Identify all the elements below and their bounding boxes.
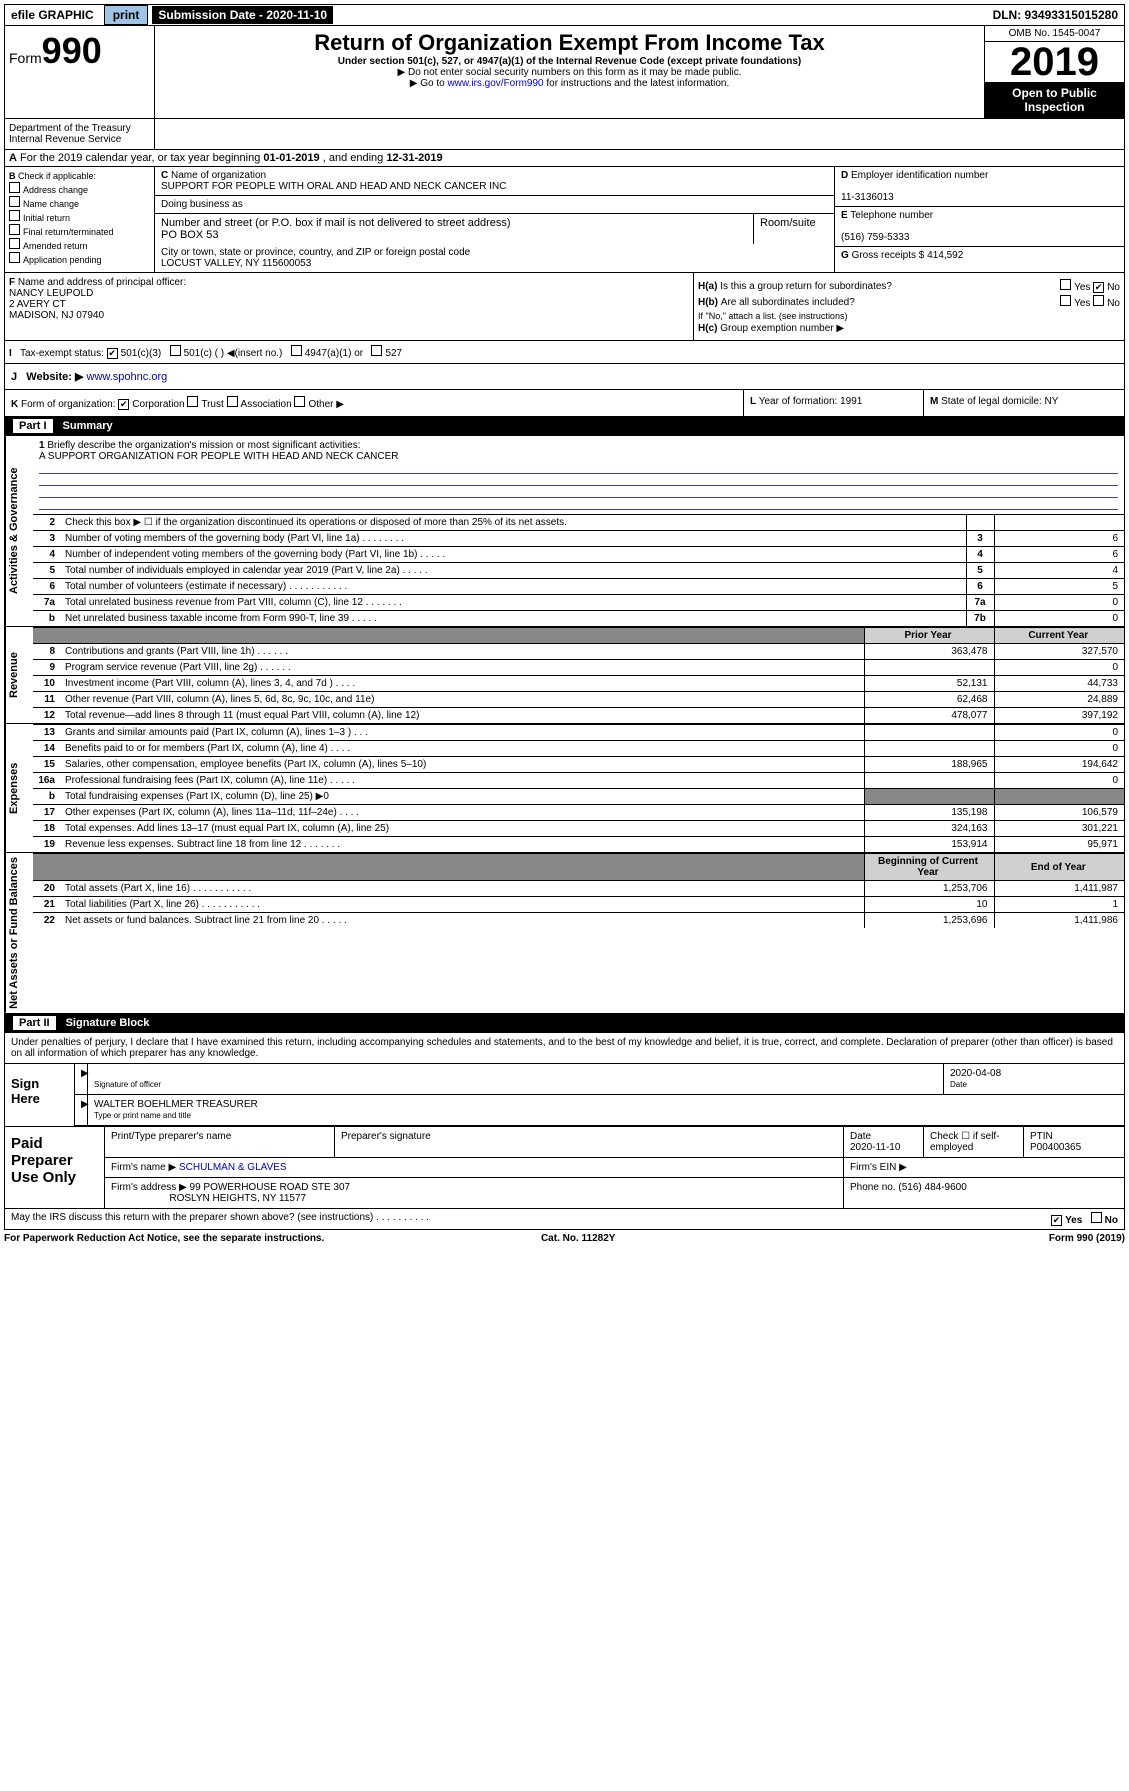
section-klm: K Form of organization: ✔Corporation Tru… (4, 390, 1125, 417)
sign-here-label: Sign Here (5, 1064, 75, 1126)
prep-ptin: PTINP00400365 (1024, 1127, 1124, 1157)
paid-preparer-block: Paid Preparer Use Only Print/Type prepar… (4, 1127, 1125, 1209)
prep-selfemp: Check ☐ if self-employed (924, 1127, 1024, 1157)
title-block: Return of Organization Exempt From Incom… (155, 26, 984, 118)
website-row: J Website: ▶ www.spohnc.org (4, 364, 1125, 390)
principal-officer: F Name and address of principal officer:… (5, 273, 694, 340)
paid-label: Paid Preparer Use Only (5, 1127, 105, 1208)
section-h: H(a) Is this a group return for subordin… (694, 273, 1124, 340)
mission: 1 Briefly describe the organization's mi… (33, 436, 1124, 514)
chk-amended[interactable]: Amended return (9, 238, 150, 251)
tax-year: 2019 (985, 42, 1124, 82)
efile-label: efile GRAPHIC (5, 6, 100, 24)
dba: Doing business as (155, 196, 834, 214)
form-header: Form990 Return of Organization Exempt Fr… (4, 26, 1125, 119)
governance-label: Activities & Governance (5, 436, 33, 626)
perjury-text: Under penalties of perjury, I declare th… (5, 1033, 1124, 1064)
bottom-row: For Paperwork Reduction Act Notice, see … (4, 1230, 1125, 1247)
governance-block: Activities & Governance 1 Briefly descri… (4, 436, 1125, 627)
sig-officer: Signature of officer (88, 1064, 944, 1094)
city-row: City or town, state or province, country… (155, 244, 834, 272)
section-fh: F Name and address of principal officer:… (4, 273, 1125, 341)
expenses-label: Expenses (5, 724, 33, 852)
col-c: C Name of organizationSUPPORT FOR PEOPLE… (155, 167, 834, 272)
expenses-block: Expenses 13Grants and similar amounts pa… (4, 724, 1125, 853)
year-formation: L Year of formation: 1991 (744, 390, 924, 416)
irs-link[interactable]: www.irs.gov/Form990 (447, 78, 543, 89)
subtitle-3: ▶ Go to www.irs.gov/Form990 for instruct… (159, 78, 980, 89)
firm-ein: Firm's EIN ▶ (844, 1158, 1124, 1177)
netassets-label: Net Assets or Fund Balances (5, 853, 33, 1013)
tax-status: I Tax-exempt status: ✔501(c)(3) 501(c) (… (4, 341, 1125, 364)
chk-initial[interactable]: Initial return (9, 210, 150, 223)
part-ii-header: Part II Signature Block (4, 1014, 1125, 1033)
print-button[interactable]: print (104, 5, 149, 25)
form-number-block: Form990 (5, 26, 155, 118)
governance-table: 2Check this box ▶ ☐ if the organization … (33, 514, 1124, 626)
firm-name: Firm's name ▶ SCHULMAN & GLAVES (105, 1158, 844, 1177)
subtitle-2: ▶ Do not enter social security numbers o… (159, 67, 980, 78)
dln: DLN: 93493315015280 (987, 6, 1124, 24)
col-b: B Check if applicable: Address change Na… (5, 167, 155, 272)
form-title: Return of Organization Exempt From Incom… (159, 30, 980, 56)
revenue-block: Revenue Prior YearCurrent Year8Contribut… (4, 627, 1125, 724)
col-deg: D Employer identification number11-31360… (834, 167, 1124, 272)
org-name: C Name of organizationSUPPORT FOR PEOPLE… (155, 167, 834, 196)
firm-phone: Phone no. (516) 484-9600 (844, 1178, 1124, 1208)
sig-name-title: WALTER BOEHLMER TREASURERType or print n… (88, 1095, 1124, 1125)
revenue-label: Revenue (5, 627, 33, 723)
chk-name[interactable]: Name change (9, 196, 150, 209)
firm-addr: Firm's address ▶ 99 POWERHOUSE ROAD STE … (105, 1178, 844, 1208)
section-bc: B Check if applicable: Address change Na… (4, 167, 1125, 273)
prep-sig-hdr: Preparer's signature (335, 1127, 844, 1157)
year-block: OMB No. 1545-0047 2019 Open to Public In… (984, 26, 1124, 118)
gross-receipts: G Gross receipts $ 414,592 (835, 247, 1124, 264)
expenses-table: 13Grants and similar amounts paid (Part … (33, 724, 1124, 852)
netassets-block: Net Assets or Fund Balances Beginning of… (4, 853, 1125, 1014)
website-link[interactable]: www.spohnc.org (87, 371, 168, 383)
netassets-table: Beginning of Current YearEnd of Year20To… (33, 853, 1124, 928)
form-of-org: K Form of organization: ✔Corporation Tru… (5, 390, 744, 416)
prep-name-hdr: Print/Type preparer's name (105, 1127, 335, 1157)
state-domicile: M State of legal domicile: NY (924, 390, 1124, 416)
part-i-header: Part I Summary (4, 417, 1125, 436)
ein: D Employer identification number11-31360… (835, 167, 1124, 207)
dept-row: Department of the Treasury Internal Reve… (4, 119, 1125, 150)
open-public: Open to Public Inspection (985, 82, 1124, 118)
dept-treasury: Department of the Treasury Internal Reve… (5, 119, 155, 149)
chk-address[interactable]: Address change (9, 182, 150, 195)
signature-block: Under penalties of perjury, I declare th… (4, 1033, 1125, 1127)
discuss-row: May the IRS discuss this return with the… (4, 1209, 1125, 1230)
chk-pending[interactable]: Application pending (9, 252, 150, 265)
street-row: Number and street (or P.O. box if mail i… (155, 214, 834, 244)
row-a: A For the 2019 calendar year, or tax yea… (4, 150, 1125, 167)
phone: E Telephone number(516) 759-5333 (835, 207, 1124, 247)
chk-final[interactable]: Final return/terminated (9, 224, 150, 237)
revenue-table: Prior YearCurrent Year8Contributions and… (33, 627, 1124, 723)
submission-date: Submission Date - 2020-11-10 (152, 6, 333, 24)
prep-date: Date2020-11-10 (844, 1127, 924, 1157)
subtitle-1: Under section 501(c), 527, or 4947(a)(1)… (159, 56, 980, 67)
top-toolbar: efile GRAPHIC print Submission Date - 20… (4, 4, 1125, 26)
sig-date: 2020-04-08Date (944, 1064, 1124, 1094)
